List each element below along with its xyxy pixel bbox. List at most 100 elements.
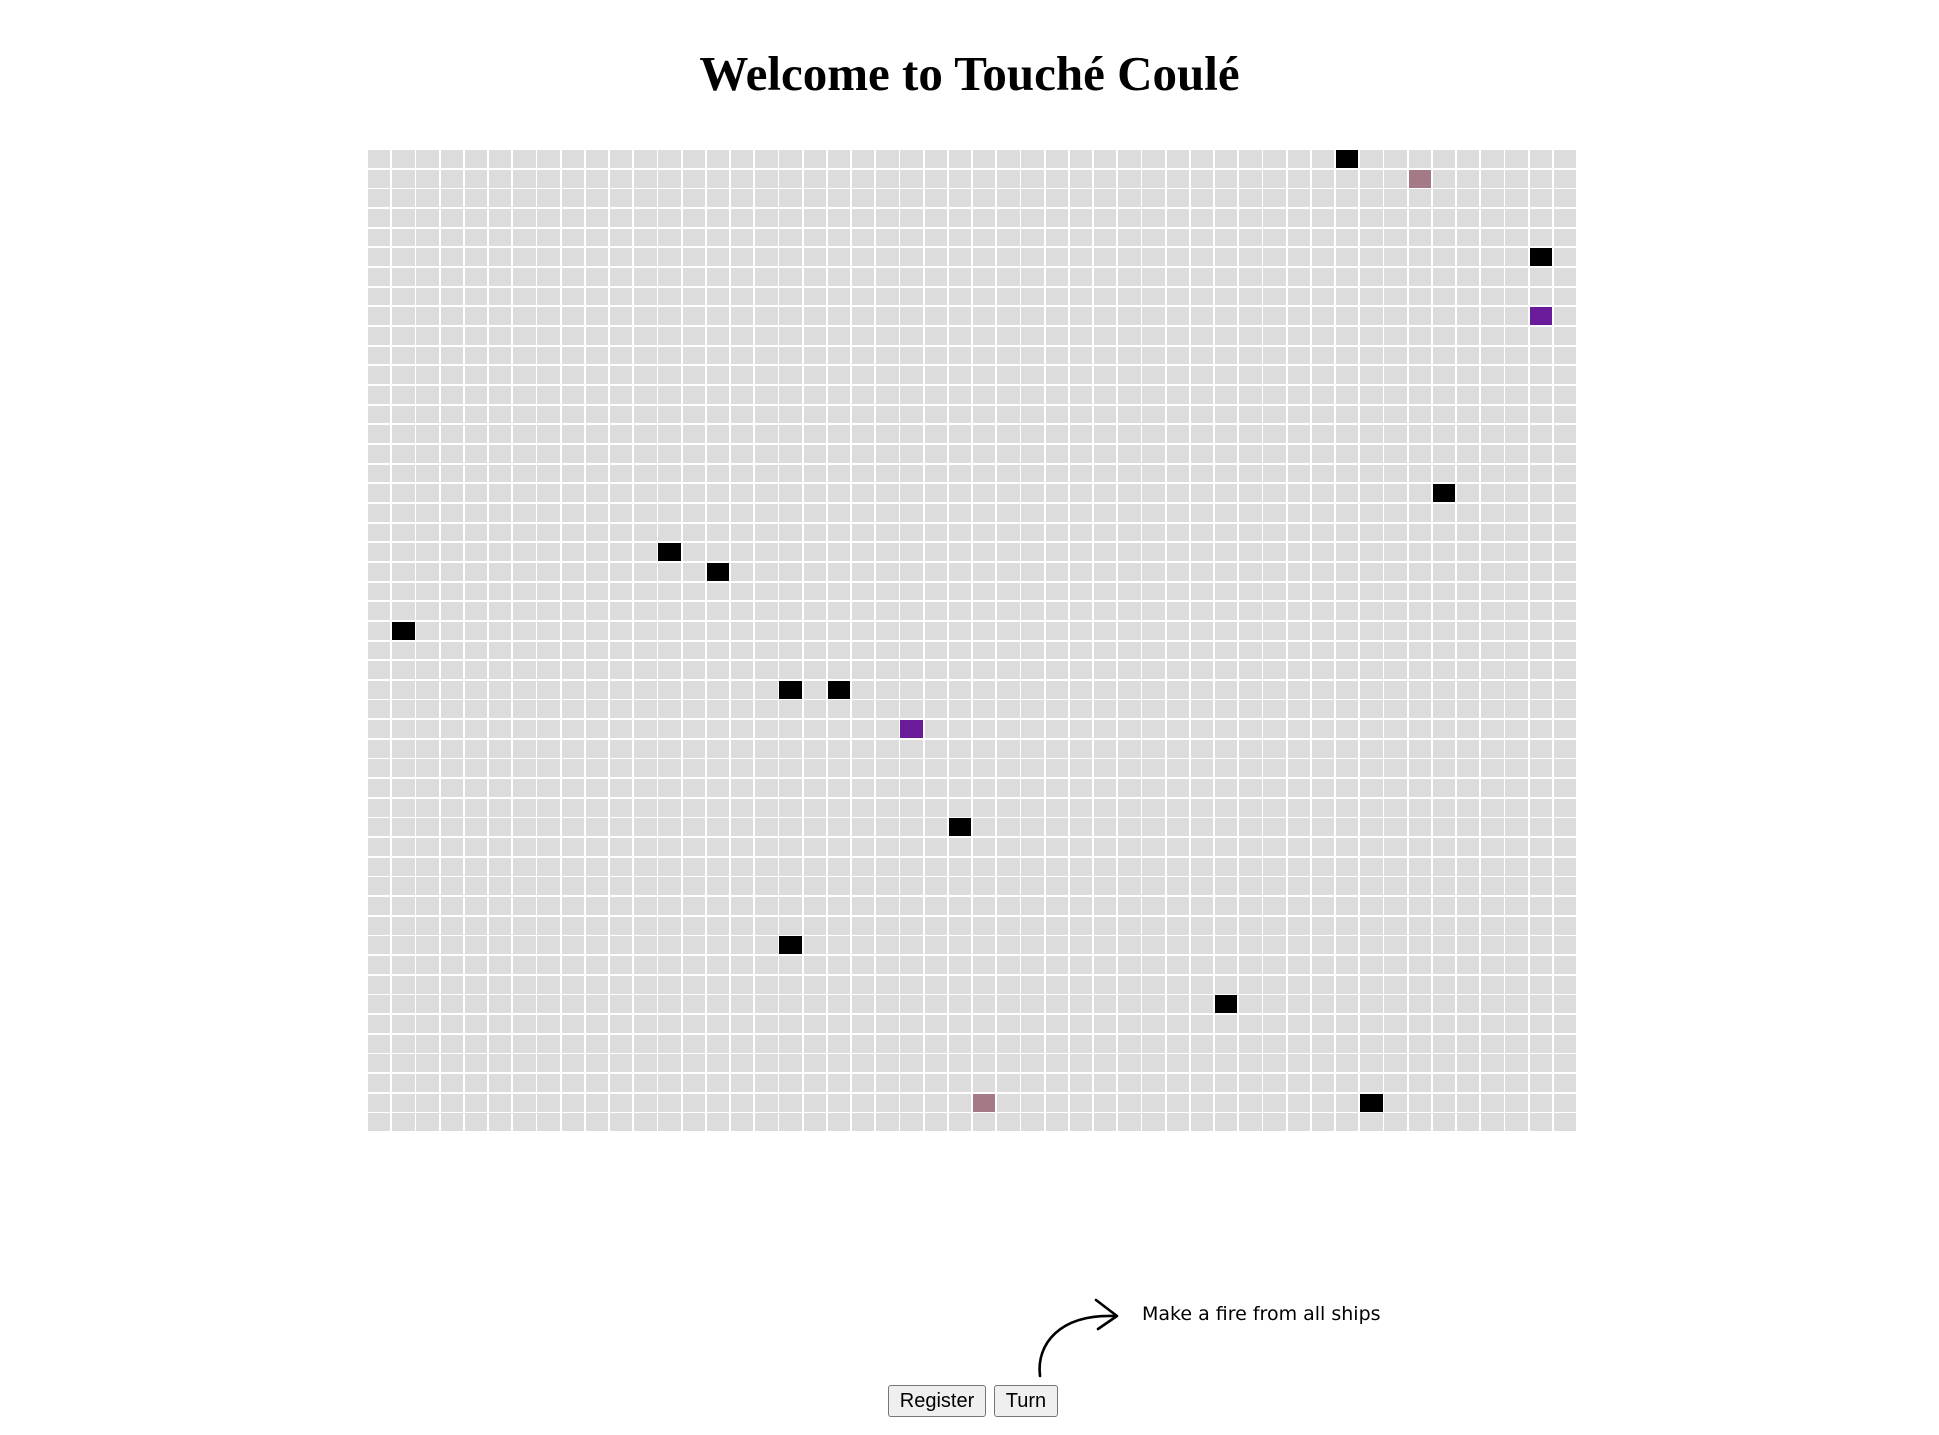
board-cell[interactable] (1287, 366, 1310, 385)
board-cell[interactable] (1118, 385, 1141, 404)
board-cell[interactable] (1360, 346, 1383, 365)
board-cell[interactable] (827, 1034, 851, 1053)
board-cell[interactable] (1069, 1093, 1093, 1112)
board-cell[interactable] (416, 975, 439, 994)
board-cell[interactable] (1311, 503, 1335, 522)
board-cell[interactable] (731, 661, 754, 680)
board-cell[interactable] (585, 562, 609, 581)
board-cell[interactable] (803, 739, 826, 758)
board-cell[interactable] (924, 621, 947, 640)
board-cell[interactable] (1118, 700, 1141, 719)
board-cell[interactable] (561, 150, 584, 168)
board-cell[interactable] (513, 208, 536, 227)
board-cell[interactable] (706, 975, 730, 994)
board-cell[interactable] (803, 1054, 826, 1073)
board-cell[interactable] (1529, 680, 1552, 699)
board-cell[interactable] (1408, 326, 1431, 345)
board-cell[interactable] (1021, 346, 1044, 365)
board-cell[interactable] (1360, 759, 1383, 778)
board-cell[interactable] (1239, 307, 1262, 326)
board-cell[interactable] (440, 543, 463, 562)
board-cell[interactable] (464, 523, 488, 542)
board-cell[interactable] (1553, 248, 1577, 267)
board-cell[interactable] (803, 543, 826, 562)
board-cell[interactable] (1263, 346, 1286, 365)
board-cell[interactable] (1311, 956, 1335, 974)
board-cell[interactable] (610, 661, 633, 680)
board-cell[interactable] (1069, 720, 1093, 738)
board-cell[interactable] (440, 150, 463, 168)
board-cell[interactable] (973, 208, 996, 227)
board-cell[interactable] (440, 759, 463, 778)
board-cell[interactable] (1215, 1015, 1238, 1033)
board-cell[interactable] (1190, 975, 1214, 994)
board-cell[interactable] (1045, 700, 1068, 719)
board-cell[interactable] (755, 169, 778, 188)
board-cell[interactable] (779, 326, 802, 345)
board-cell[interactable] (1239, 936, 1262, 955)
board-cell[interactable] (1384, 995, 1407, 1014)
board-cell[interactable] (731, 189, 754, 208)
board-cell[interactable] (513, 385, 536, 404)
board-cell[interactable] (1457, 1074, 1480, 1092)
board-cell[interactable] (561, 208, 584, 227)
board-cell[interactable] (924, 975, 947, 994)
board-cell[interactable] (1457, 287, 1480, 306)
board-cell[interactable] (392, 916, 415, 935)
board-cell[interactable] (1142, 464, 1165, 483)
board-cell[interactable] (1553, 916, 1577, 935)
board-cell[interactable] (1021, 602, 1044, 621)
board-cell[interactable] (779, 267, 802, 286)
board-cell[interactable] (1094, 897, 1117, 915)
board-cell[interactable] (900, 444, 923, 463)
board-cell[interactable] (1021, 562, 1044, 581)
board-cell[interactable] (1045, 779, 1068, 797)
board-cell[interactable] (1287, 621, 1310, 640)
board-cell[interactable] (1311, 857, 1335, 876)
board-cell[interactable] (706, 641, 730, 660)
board-cell[interactable] (634, 523, 657, 542)
board-cell[interactable] (973, 956, 996, 974)
board-cell[interactable] (658, 661, 681, 680)
board-cell[interactable] (706, 838, 730, 856)
board-cell[interactable] (537, 1074, 560, 1092)
board-cell[interactable] (561, 543, 584, 562)
board-cell[interactable] (1045, 503, 1068, 522)
board-cell[interactable] (876, 248, 899, 267)
board-cell[interactable] (1336, 779, 1359, 797)
board-cell[interactable] (610, 582, 633, 601)
board-cell[interactable] (1529, 1034, 1552, 1053)
board-cell[interactable] (1360, 208, 1383, 227)
board-cell[interactable] (731, 150, 754, 168)
board-cell[interactable] (610, 779, 633, 797)
board-cell[interactable] (658, 641, 681, 660)
board-cell[interactable] (876, 444, 899, 463)
board-cell[interactable] (1263, 897, 1286, 915)
board-cell[interactable] (1408, 425, 1431, 444)
board-cell[interactable] (440, 1034, 463, 1053)
board-cell[interactable] (706, 228, 730, 247)
board-cell[interactable] (610, 995, 633, 1014)
board-cell[interactable] (416, 1113, 439, 1132)
board-cell[interactable] (1287, 562, 1310, 581)
board-cell[interactable] (1021, 150, 1044, 168)
board-cell[interactable] (1505, 523, 1528, 542)
board-cell[interactable] (489, 346, 512, 365)
board-cell[interactable] (1118, 1015, 1141, 1033)
board-cell[interactable] (1190, 169, 1214, 188)
board-cell[interactable] (924, 425, 947, 444)
board-cell[interactable] (1457, 818, 1480, 837)
board-cell[interactable] (1408, 562, 1431, 581)
board-cell[interactable] (924, 857, 947, 876)
board-cell[interactable] (682, 1113, 705, 1132)
board-cell[interactable] (1311, 346, 1335, 365)
board-cell[interactable] (489, 169, 512, 188)
board-cell[interactable] (1336, 562, 1359, 581)
board-cell[interactable] (1311, 366, 1335, 385)
board-cell[interactable] (1360, 602, 1383, 621)
board-cell[interactable] (1118, 503, 1141, 522)
board-cell[interactable] (827, 897, 851, 915)
board-cell[interactable] (610, 838, 633, 856)
board-cell[interactable] (1118, 405, 1141, 424)
board-cell[interactable] (1069, 936, 1093, 955)
